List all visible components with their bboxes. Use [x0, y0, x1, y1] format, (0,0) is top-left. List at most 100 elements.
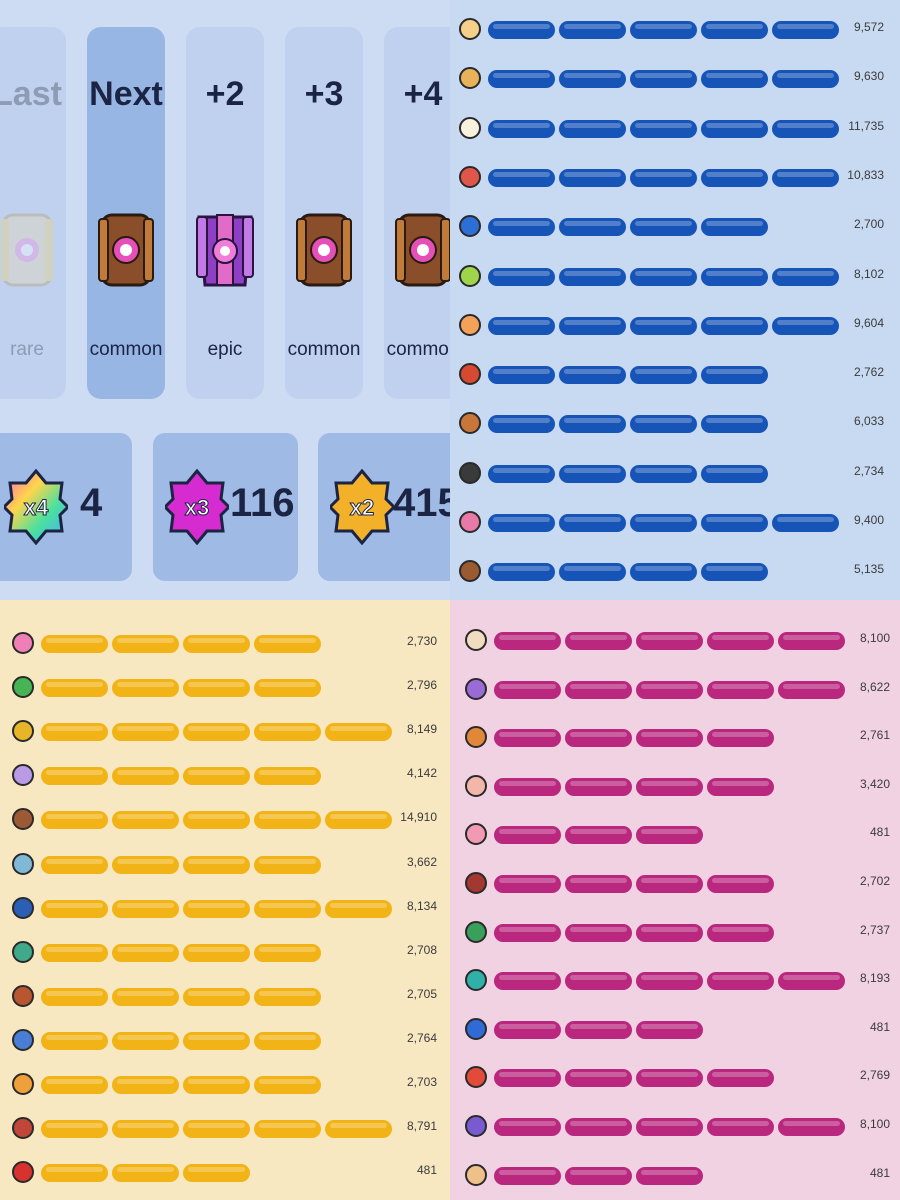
trophy-points: 481	[416, 1163, 437, 1178]
trophy-points: 481	[869, 1019, 890, 1034]
chest-card-last[interactable]: Last rare	[0, 27, 66, 399]
trophy-points: 6,033	[853, 414, 884, 429]
level-bar-segment	[325, 723, 392, 742]
level-bar-segment	[630, 514, 697, 532]
level-bar-segment	[630, 366, 697, 385]
brawler-row[interactable]: 8,791	[0, 1110, 450, 1150]
brawler-row[interactable]: 9,400	[450, 504, 900, 544]
level-bar-segment	[565, 826, 632, 845]
trophy-points: 8,622	[859, 679, 890, 694]
trophy-points: 2,769	[859, 1068, 890, 1083]
brawler-row[interactable]: 481	[450, 1157, 900, 1197]
level-bar-segment	[41, 635, 108, 653]
brawler-row[interactable]: 8,100	[450, 1108, 900, 1148]
level-bar-segment	[112, 855, 179, 874]
brawler-row[interactable]: 2,705	[0, 978, 450, 1018]
level-bar-segment	[559, 415, 626, 434]
brawler-icon	[465, 677, 487, 700]
level-bar-segment	[636, 972, 703, 991]
multiplier-card-x4[interactable]: x4 4	[0, 433, 132, 581]
brawler-row[interactable]: 8,100	[450, 622, 900, 662]
chest-card-plus-4[interactable]: +4 common	[384, 27, 450, 399]
level-bar-segment	[488, 415, 555, 434]
level-bar-segment	[41, 723, 108, 742]
brawler-row[interactable]: 4,142	[0, 757, 450, 797]
brawler-row[interactable]: 10,833	[450, 159, 900, 199]
level-bar-segment	[488, 218, 555, 237]
chest-card-plus-2[interactable]: +2 epic	[186, 27, 264, 399]
brawler-row[interactable]: 3,662	[0, 846, 450, 886]
chest-card-plus-3[interactable]: +3 common	[285, 27, 363, 399]
level-bar-segment	[565, 1166, 632, 1185]
brawler-row[interactable]: 14,910	[0, 801, 450, 841]
level-bar-segment	[778, 1118, 845, 1136]
brawler-icon	[12, 1028, 34, 1051]
brawler-row[interactable]: 2,737	[450, 914, 900, 954]
level-bar-segment	[254, 1120, 321, 1139]
brawler-row[interactable]: 8,149	[0, 713, 450, 753]
level-bar-segment	[183, 943, 250, 962]
trophy-points: 8,100	[859, 1117, 890, 1131]
brawler-row[interactable]: 2,730	[0, 625, 450, 665]
common-chest-icon	[395, 213, 450, 287]
brawler-row[interactable]: 2,703	[0, 1066, 450, 1106]
brawler-row[interactable]: 2,761	[450, 719, 900, 759]
level-bar-segment	[636, 1118, 703, 1136]
level-bar-segment	[494, 729, 561, 748]
brawler-row[interactable]: 2,769	[450, 1059, 900, 1099]
brawler-row[interactable]: 2,764	[0, 1022, 450, 1062]
level-bar-segment	[494, 972, 561, 991]
level-bar-segment	[183, 723, 250, 742]
brawler-icon	[465, 1115, 487, 1137]
level-bar-segment	[112, 1164, 179, 1183]
brawler-row[interactable]: 5,135	[450, 553, 900, 593]
brawler-row[interactable]: 481	[0, 1154, 450, 1194]
brawler-row[interactable]: 9,572	[450, 11, 900, 51]
level-bar-segment	[630, 563, 697, 582]
brawler-row[interactable]: 8,193	[450, 962, 900, 1002]
brawler-row[interactable]: 9,630	[450, 60, 900, 100]
brawler-row[interactable]: 11,735	[450, 110, 900, 150]
level-bar-segment	[559, 464, 626, 483]
level-bar-segment	[559, 514, 626, 532]
brawler-row[interactable]: 2,702	[450, 865, 900, 905]
level-bar-segment	[183, 899, 250, 918]
level-bar-segment	[254, 811, 321, 830]
brawler-row[interactable]: 8,622	[450, 671, 900, 711]
brawler-row[interactable]: 2,796	[0, 669, 450, 709]
level-bar-segment	[630, 464, 697, 483]
level-bar-segment	[488, 563, 555, 582]
level-bar-segment	[112, 1120, 179, 1139]
level-bar-segment	[112, 767, 179, 786]
brawler-row[interactable]: 481	[450, 1011, 900, 1051]
level-bar-segment	[183, 679, 250, 698]
level-bar-segment	[778, 632, 845, 650]
level-bar-segment	[254, 987, 321, 1006]
brawler-icon	[12, 632, 34, 654]
brawler-row[interactable]: 3,420	[450, 768, 900, 808]
brawler-row[interactable]: 6,033	[450, 405, 900, 445]
level-bar-segment	[183, 767, 250, 786]
brawler-row[interactable]: 2,708	[0, 934, 450, 974]
brawler-row[interactable]: 8,102	[450, 258, 900, 298]
multiplier-card-x3[interactable]: x3 116	[153, 433, 298, 581]
level-bar-segment	[707, 777, 774, 796]
level-bar-segment	[559, 366, 626, 385]
level-bar-segment	[630, 119, 697, 138]
brawler-row[interactable]: 9,604	[450, 307, 900, 347]
brawler-icon	[459, 215, 481, 238]
level-bar-segment	[778, 680, 845, 699]
brawler-row[interactable]: 2,734	[450, 455, 900, 495]
brawler-row[interactable]: 8,134	[0, 890, 450, 930]
level-bar-segment	[41, 987, 108, 1006]
brawler-row[interactable]: 2,762	[450, 356, 900, 396]
multiplier-card-x2[interactable]: x2 415	[318, 433, 450, 581]
x4-multiplier-icon: x4	[4, 469, 68, 545]
brawler-row[interactable]: 481	[450, 816, 900, 856]
level-bar-segment	[494, 875, 561, 893]
chest-card-title: Last	[0, 75, 62, 113]
brawler-row[interactable]: 2,700	[450, 208, 900, 248]
trophy-points: 2,796	[406, 678, 437, 693]
chest-card-next[interactable]: Next common	[87, 27, 165, 399]
brawler-icon	[459, 18, 481, 40]
